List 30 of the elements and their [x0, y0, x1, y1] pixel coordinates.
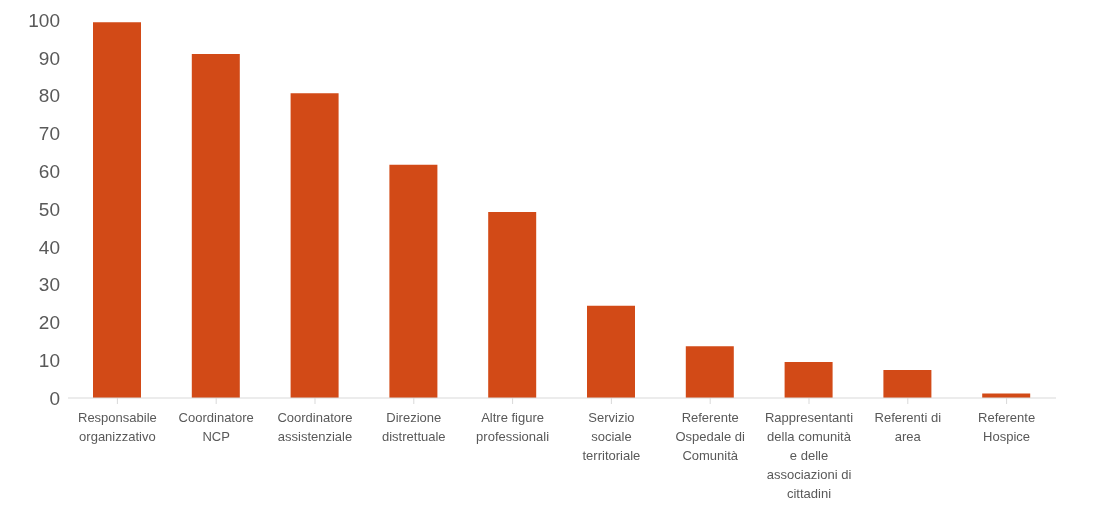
y-tick-label: 60 [38, 160, 60, 182]
y-tick-label: 0 [49, 387, 60, 409]
bar [587, 305, 635, 398]
y-tick-label: 40 [38, 236, 60, 258]
y-tick-label: 50 [38, 198, 60, 220]
y-tick-label: 100 [28, 9, 60, 31]
x-tick-label: Referenti di area [874, 410, 942, 444]
y-tick-label: 30 [38, 274, 60, 296]
x-tick-label: Coordinatore NCP [178, 410, 254, 444]
bar [685, 346, 734, 398]
bar [389, 164, 438, 398]
bar [290, 93, 339, 398]
bar [191, 54, 240, 398]
x-tick-label: Responsabile organizzativo [78, 410, 157, 444]
x-tick-label: Rappresentanti della comunità e delle associazioni di cittadini [764, 410, 854, 501]
x-tick-label: Referente Ospedale di Comunità [675, 410, 745, 463]
x-tick-label: Referente Hospice [978, 410, 1036, 444]
x-tick-label: Coordinatore assistenziale [277, 410, 353, 444]
y-tick-label: 10 [38, 349, 60, 371]
bar [93, 22, 141, 398]
x-tick-label: Servizio sociale territoriale [582, 410, 641, 463]
bar [784, 362, 833, 398]
y-tick-label: 70 [38, 123, 60, 145]
y-tick-label: 90 [38, 47, 60, 69]
y-tick-label: 20 [38, 312, 60, 334]
y-tick-label: 80 [38, 85, 60, 107]
x-tick-label: Direzione distrettuale [382, 410, 446, 444]
bar [883, 370, 932, 398]
bar [488, 212, 537, 398]
x-tick-label: Altre figure professionali [476, 410, 550, 444]
